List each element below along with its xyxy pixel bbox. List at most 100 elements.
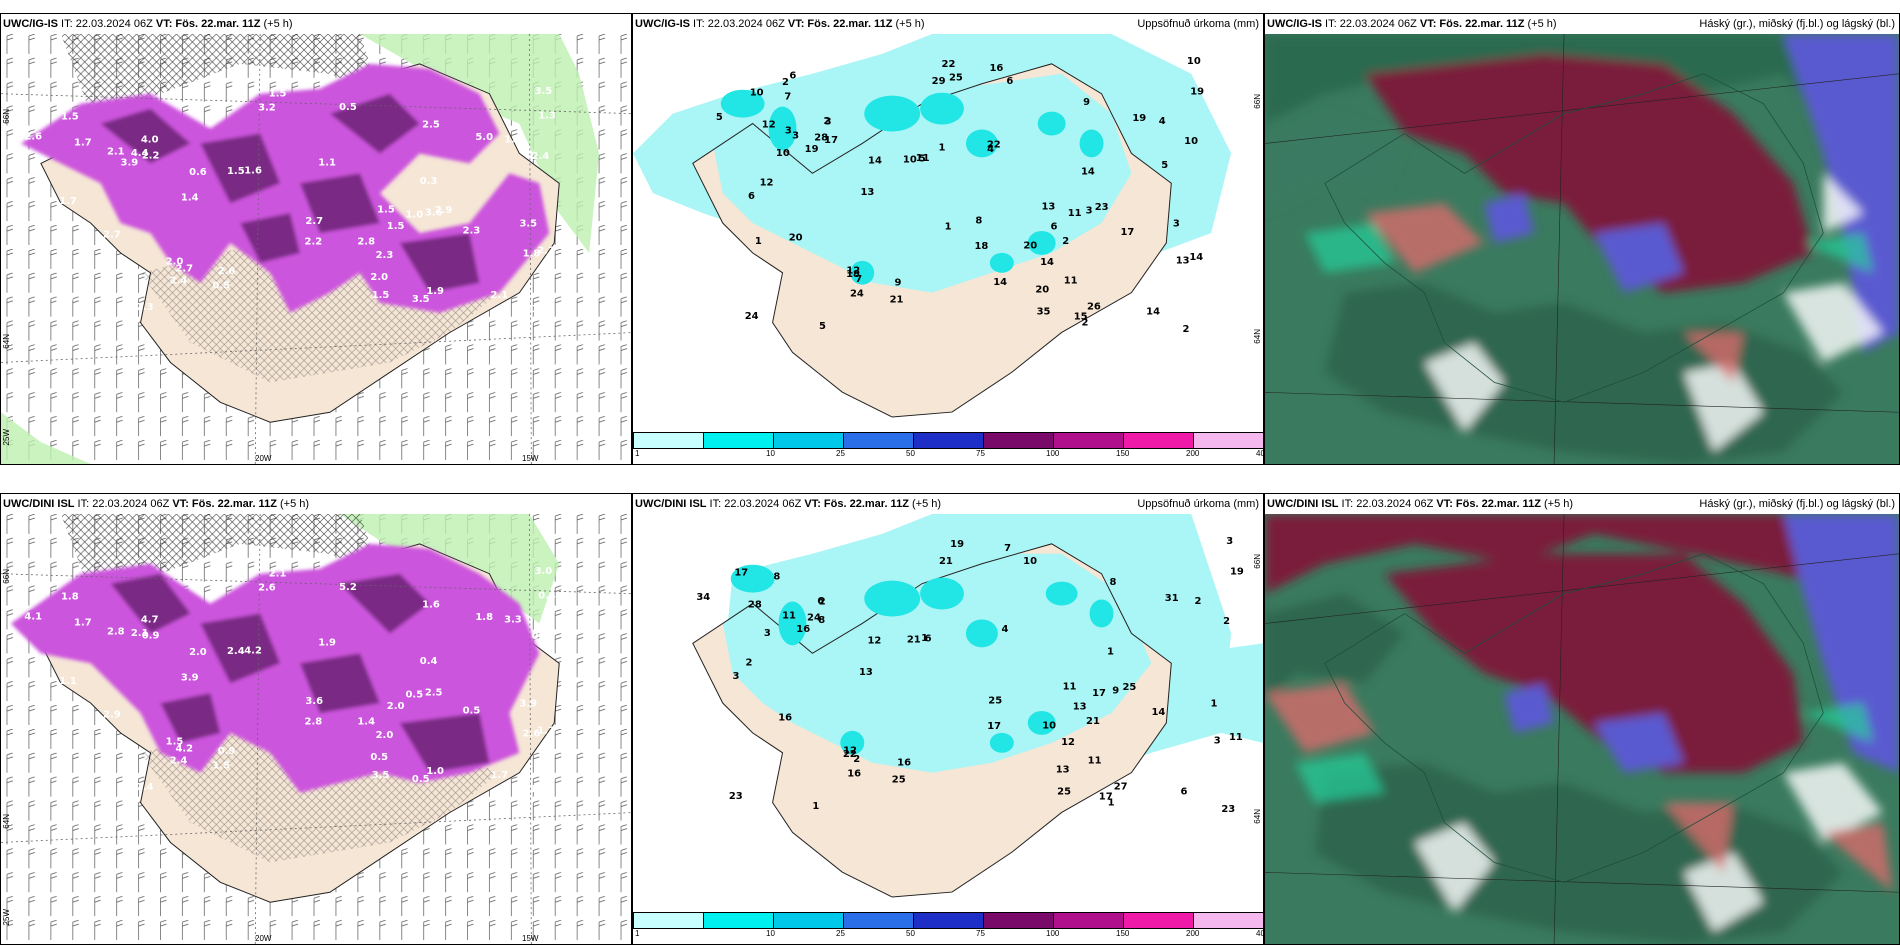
map-value-label: 17	[1092, 688, 1106, 699]
map-value-label: 2.7	[103, 230, 121, 241]
map-value-label: 1.5	[61, 111, 79, 122]
map-value-label: 1.5	[377, 204, 395, 215]
map-value-label: 1.7	[59, 196, 77, 207]
map-value-label: 2.1	[269, 569, 287, 580]
map-value-label: 1.5	[372, 290, 390, 301]
map-value-label: 2.2	[537, 246, 555, 257]
map-value-label: 2.0	[376, 730, 394, 741]
map-value-label: 3.9	[181, 673, 199, 684]
legend-tick: 100	[1046, 449, 1060, 458]
map-value-label: 13	[1056, 764, 1070, 775]
map-value-label: 3	[792, 130, 799, 141]
map-value-label: 2	[782, 77, 789, 88]
map-value-label: 19	[950, 539, 964, 550]
map-value-label: 14	[1151, 707, 1165, 718]
map-value-label: 3.6	[425, 208, 443, 219]
legend-tick: 200	[1186, 929, 1200, 938]
map-value-label: 24	[850, 289, 864, 300]
map-value-label: 2.3	[463, 225, 481, 236]
map-value-label: 2.7	[175, 264, 193, 275]
map-value-label: 2.7	[305, 216, 323, 227]
legend-tick: 75	[976, 929, 985, 938]
map-value-label: 0.5	[339, 102, 357, 113]
map-value-label: 4	[1159, 116, 1166, 127]
map-value-label: 19	[1132, 113, 1146, 124]
map-value-label: 7	[1004, 543, 1011, 554]
map-value-label: 1	[921, 633, 928, 644]
map-value-label: 2.8	[357, 236, 375, 247]
map-value-label: 6	[817, 596, 824, 607]
map-value-label: 0.9	[218, 746, 236, 757]
map-value-label: 17	[824, 135, 838, 146]
map-value-label: 2.3	[136, 302, 154, 313]
map-value-label: 27	[1114, 781, 1128, 792]
map-value-label: 1.1	[318, 158, 336, 169]
map-value-label: 16	[778, 712, 792, 723]
map-value-label: 10	[750, 87, 764, 98]
lon-label-15w: 15W	[522, 934, 539, 943]
map-value-label: 4	[1002, 624, 1009, 635]
map-value-label: 5	[716, 112, 723, 123]
map-value-label: 11	[916, 153, 930, 164]
top-mid-panel: UWC/IG-IS IT: 22.03.2024 06Z VT: Fös. 22…	[632, 13, 1264, 465]
map-value-label: 1	[812, 801, 819, 812]
map-value-label: 3	[1226, 536, 1233, 547]
map-value-label: 23	[729, 791, 743, 802]
map-value-label: 19	[805, 144, 819, 155]
lon-label-25w: 25W	[2, 909, 11, 926]
lat-label-64n: 64N	[1253, 329, 1262, 344]
map-value-label: 1.4	[357, 716, 375, 727]
map-value-label: 35	[1037, 306, 1051, 317]
map-value-label: 3.5	[412, 294, 430, 305]
panel-title: Uppsöfnuð úrkoma (mm)	[1137, 18, 1259, 30]
snow-map-svg: 0.32.33.61.94.40.52.01.52.53.61.10.51.61…	[1, 34, 631, 464]
map-value-label: 2.1	[491, 290, 509, 301]
cloud-map-svg	[1265, 514, 1899, 944]
map-value-label: 2	[819, 597, 826, 608]
map-value-label: 6	[748, 191, 755, 202]
map-value-label: 2.8	[305, 717, 323, 728]
map-value-label: 9	[1083, 97, 1090, 108]
map-value-label: 2.4	[227, 646, 245, 657]
map-value-label: 4.4	[131, 148, 149, 159]
lat-label-64n: 64N	[2, 334, 11, 349]
map-value-label: 1.5	[213, 760, 231, 771]
map-value-label: 14	[993, 277, 1007, 288]
panel-header: UWC/IG-IS IT: 22.03.2024 06Z VT: Fös. 22…	[633, 14, 1263, 34]
map-value-label: 17	[1120, 227, 1134, 238]
map-value-label: 3	[825, 117, 832, 128]
map-value-label: 18	[975, 241, 989, 252]
map-value-label: 8	[1109, 577, 1116, 588]
map-value-label: 20	[1023, 241, 1037, 252]
legend-swatch	[773, 432, 844, 449]
legend-swatch	[1053, 432, 1124, 449]
map-value-label: 11	[1088, 756, 1102, 767]
legend-tick: 1	[635, 449, 640, 458]
map-value-label: 1.0	[426, 766, 444, 777]
lat-label-66n: 66N	[2, 109, 11, 124]
map-value-label: 0.9	[142, 630, 160, 641]
snow-map-svg: 0.42.02.31.02.11.50.52.41.62.51.95.24.21…	[1, 514, 631, 944]
map-value-label: 7	[855, 274, 862, 285]
map-value-label: 1.8	[523, 249, 541, 260]
lon-label-25w: 25W	[2, 429, 11, 446]
map-value-label: 5.2	[339, 582, 357, 593]
legend-swatch	[913, 432, 984, 449]
legend-swatch	[633, 912, 704, 929]
legend-tick: 25	[836, 929, 845, 938]
map-value-label: 5.0	[475, 132, 493, 143]
legend-swatch	[633, 432, 704, 449]
map-value-label: 3	[732, 671, 739, 682]
map-value-label: 2.0	[387, 701, 405, 712]
top-left-panel: UWC/IG-IS IT: 22.03.2024 06Z VT: Fös. 22…	[0, 13, 632, 465]
map-value-label: 10	[1187, 56, 1201, 67]
map-value-label: 18	[846, 269, 860, 280]
map-value-label: 25	[1057, 786, 1071, 797]
map-value-label: 0.3	[420, 176, 438, 187]
map-value-label: 23	[1095, 202, 1109, 213]
map-value-label: 3.5	[372, 770, 390, 781]
map-value-label: 1	[945, 221, 952, 232]
map-value-label: 5	[819, 321, 826, 332]
map-value-label: 11	[1063, 682, 1077, 693]
